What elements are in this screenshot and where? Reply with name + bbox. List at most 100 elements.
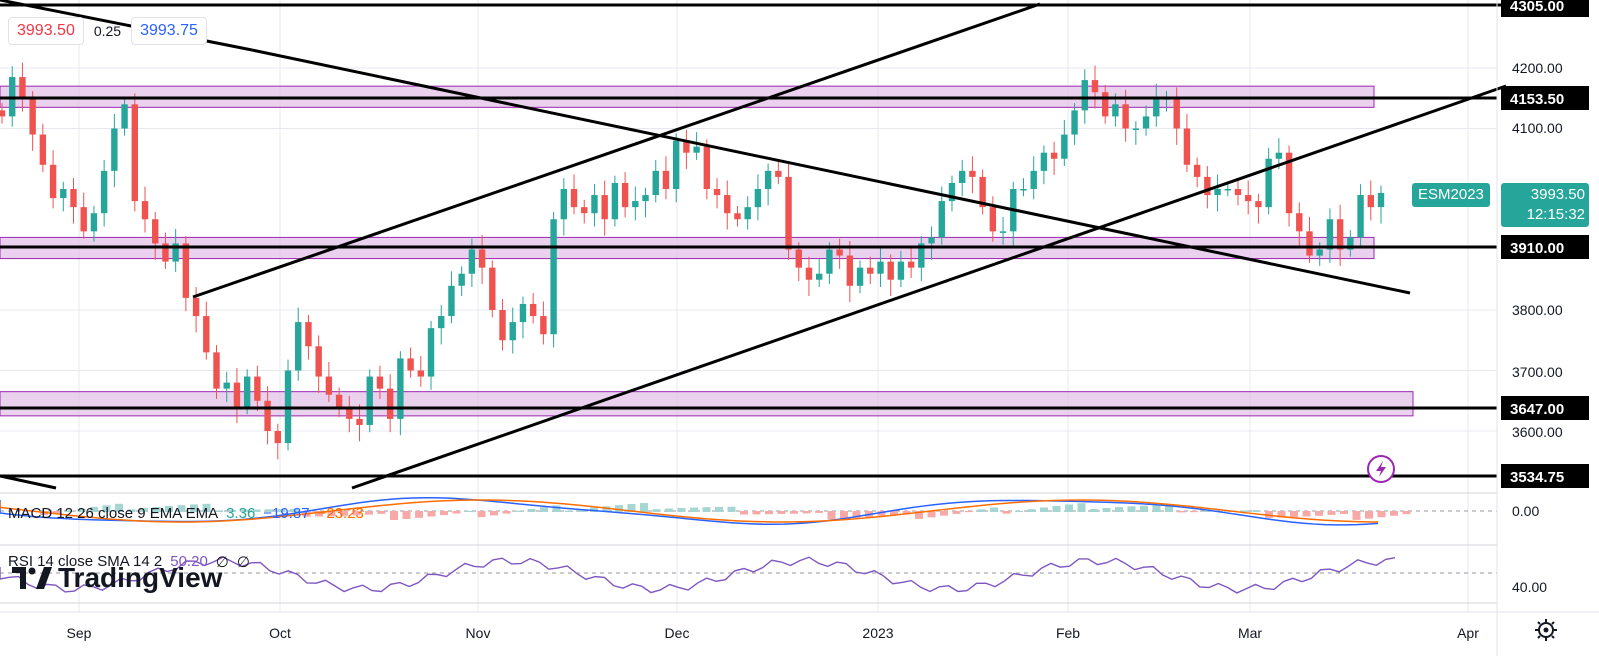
price-axis[interactable]: 4200.00 4100.00 3800.00 3700.00 3600.00 4305.…	[1496, 0, 1589, 656]
candle-body	[152, 219, 159, 244]
lightning-icon[interactable]	[1367, 455, 1395, 483]
last-price: 3993.50	[1530, 186, 1585, 203]
rsi-pane	[0, 556, 1497, 594]
last-price-tag: 3993.50 12:15:32	[1501, 183, 1589, 227]
candle-body	[70, 189, 77, 208]
time-axis[interactable]: Sep Oct Nov Dec 2023 Feb Mar Apr	[0, 611, 1599, 641]
candle-body	[90, 213, 98, 232]
macd-histogram-bar	[252, 509, 261, 512]
macd-histogram-bar	[1102, 508, 1111, 512]
macd-histogram-bar	[1052, 505, 1061, 512]
macd-histogram-bar	[515, 510, 523, 512]
zone-band	[0, 391, 1414, 417]
macd-histogram-bar	[127, 509, 136, 512]
macd-histogram-bar	[615, 505, 623, 512]
macd-signal-line	[0, 499, 1379, 523]
macd-histogram-bar	[915, 511, 923, 519]
ask-price[interactable]: 3993.75	[131, 17, 207, 45]
candle-body	[264, 400, 271, 431]
candle-body	[356, 418, 363, 425]
macd-histogram-bar	[740, 511, 748, 515]
settings-gear-icon[interactable]	[1535, 619, 1557, 641]
macd-label: MACD 12 26 close 9 EMA EMA	[8, 505, 219, 522]
candle-body	[407, 358, 414, 371]
candle-body	[989, 207, 997, 232]
candle-body	[223, 382, 230, 389]
candle-body	[438, 316, 445, 329]
macd-histogram-bar	[552, 505, 561, 512]
price-tick-label: 3700.00	[1512, 364, 1563, 380]
rsi-line	[0, 556, 1396, 594]
macd-histogram-bar	[952, 511, 961, 514]
candle-body	[754, 189, 762, 208]
candle-body	[478, 249, 486, 268]
macd-histogram-bar	[327, 511, 336, 517]
macd-histogram-bar	[315, 511, 323, 517]
candle-body	[1234, 189, 1242, 196]
macd-histogram-bar	[452, 511, 461, 514]
macd-histogram-bar	[465, 510, 473, 512]
candle-body	[1285, 152, 1293, 214]
bid-price[interactable]: 3993.50	[8, 17, 84, 45]
candle-body	[499, 310, 506, 341]
candle-body	[1204, 176, 1211, 196]
macd-histogram-bar	[977, 509, 986, 512]
trend-lines[interactable]	[0, 0, 1511, 490]
candle-body	[693, 146, 700, 153]
macd-histogram-bar	[490, 511, 498, 516]
candle-body	[1224, 189, 1231, 191]
price-tick-label: 4200.00	[1512, 60, 1563, 76]
candle-body	[560, 189, 568, 220]
macd-histogram-bar	[1315, 511, 1323, 516]
macd-histogram-bar	[1265, 511, 1273, 518]
candle-body	[969, 170, 976, 177]
macd-histogram-bar	[752, 511, 761, 515]
candle-body	[785, 176, 792, 250]
trendline-channel-upper	[192, 2, 1041, 299]
time-tick-label: Nov	[466, 625, 491, 641]
macd-histogram-bar	[1127, 506, 1136, 512]
macd-histogram-bar	[390, 511, 398, 520]
time-tick-label: 2023	[862, 625, 893, 641]
rsi-sma2-na: ∅	[236, 554, 250, 571]
price-tick-label: 3600.00	[1512, 424, 1563, 440]
macd-histogram-bar	[165, 506, 173, 512]
price-tick-label: 4100.00	[1512, 120, 1563, 136]
macd-histogram-bar	[377, 511, 386, 514]
candle-body	[846, 255, 854, 286]
candle-body	[1081, 80, 1088, 111]
macd-histogram-bar	[802, 511, 811, 514]
macd-histogram-bar	[1002, 511, 1011, 514]
level-price-label: 3534.75	[1510, 469, 1564, 486]
candle-body	[1050, 152, 1058, 159]
candle-body	[458, 273, 465, 286]
macd-histogram-bar	[852, 511, 861, 518]
candle-body	[958, 170, 966, 183]
macd-histogram-bar	[352, 511, 361, 516]
macd-hist-value: 3.36	[226, 505, 256, 522]
macd-histogram-bar	[1202, 510, 1211, 512]
macd-histogram-bar	[1140, 505, 1148, 512]
trendline-channel-lower	[351, 84, 1507, 490]
macd-histogram-bar	[1377, 511, 1386, 518]
candle-body	[192, 297, 200, 317]
candle-body	[775, 170, 782, 177]
candle-body	[713, 189, 721, 196]
candle-body	[1071, 110, 1078, 135]
macd-histogram-bar	[65, 510, 73, 512]
candle-body	[254, 376, 261, 401]
candle-body	[1377, 192, 1385, 208]
spread-value: 0.25	[93, 23, 122, 39]
candle-body	[325, 376, 333, 395]
macd-histogram-bar	[102, 505, 111, 512]
macd-histogram-bar	[265, 509, 273, 512]
candle-body	[366, 376, 373, 425]
macd-histogram-bar	[1402, 511, 1411, 515]
tradingview-logo[interactable]: TradingView	[12, 562, 222, 594]
level-price-label: 4305.00	[1510, 0, 1564, 15]
macd-histogram-bar	[702, 507, 711, 512]
macd-histogram-bar	[1027, 509, 1036, 512]
macd-histogram-bar	[1077, 503, 1086, 512]
candle-body	[335, 394, 343, 407]
